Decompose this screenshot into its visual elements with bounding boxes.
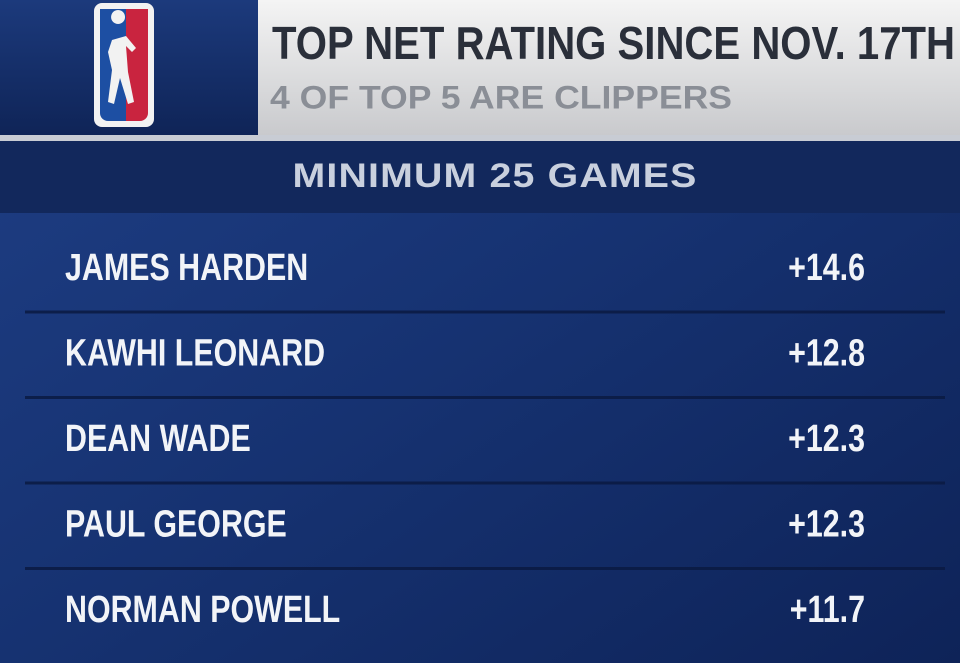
caption-band bbox=[0, 141, 960, 213]
subtitle: 4 OF TOP 5 ARE CLIPPERS bbox=[270, 79, 732, 115]
header-panel bbox=[258, 0, 960, 135]
row-divider bbox=[25, 396, 945, 399]
net-rating: +14.6 bbox=[788, 247, 865, 289]
title: TOP NET RATING SINCE NOV. 17TH bbox=[272, 17, 955, 69]
row-divider bbox=[25, 481, 945, 485]
player-name: PAUL GEORGE bbox=[65, 503, 287, 545]
league-logo bbox=[94, 3, 154, 127]
net-rating: +12.3 bbox=[788, 418, 865, 460]
table: JAMES HARDEN +14.6 KAWHI LEONARD +12.8 DEAN … bbox=[25, 247, 945, 631]
player-name: JAMES HARDEN bbox=[65, 247, 308, 289]
row-divider bbox=[25, 567, 945, 570]
player-name: DEAN WADE bbox=[65, 418, 251, 460]
net-rating: +11.7 bbox=[790, 589, 865, 631]
row-divider bbox=[25, 310, 945, 314]
caption: MINIMUM 25 GAMES bbox=[293, 157, 698, 195]
player-name: KAWHI LEONARD bbox=[65, 332, 325, 374]
player-name: NORMAN POWELL bbox=[65, 589, 340, 631]
header-divider bbox=[0, 135, 960, 141]
net-rating: +12.3 bbox=[788, 503, 865, 545]
net-rating: +12.8 bbox=[788, 332, 865, 374]
